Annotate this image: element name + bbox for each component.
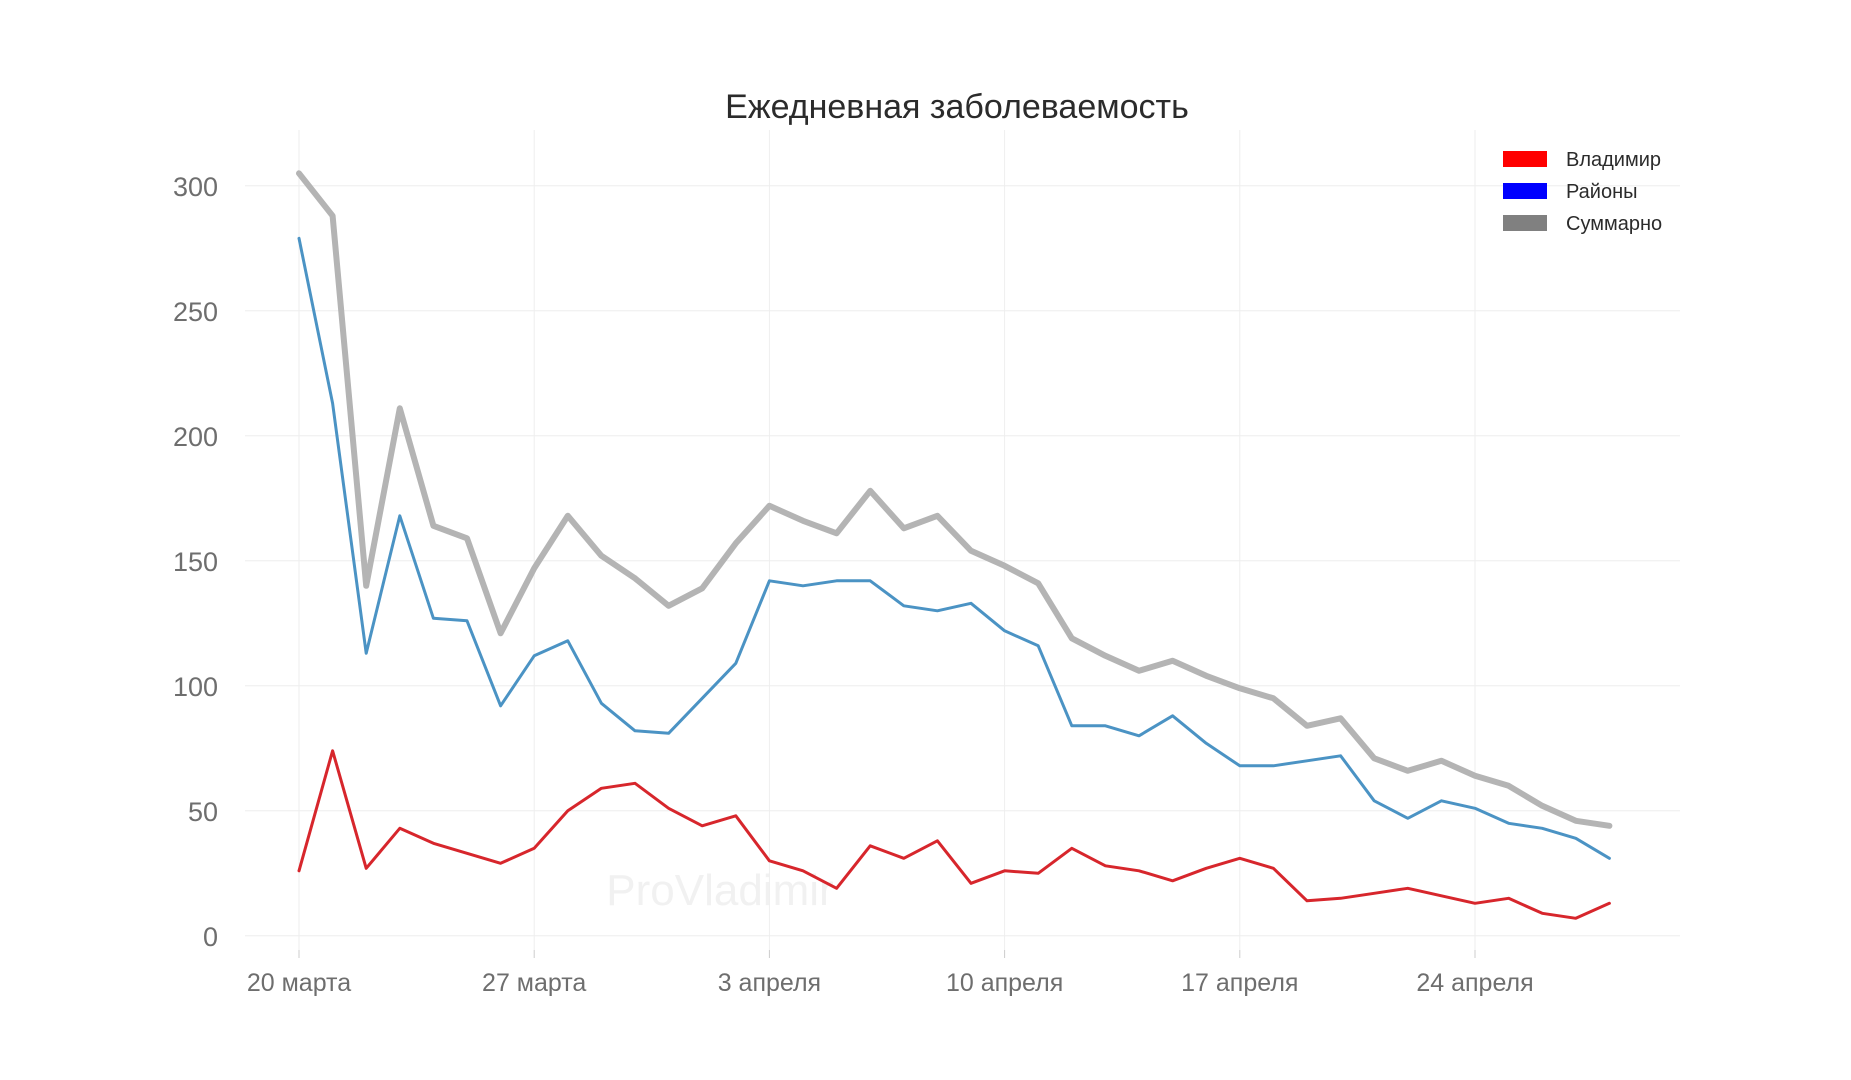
legend-item-vladimir: Владимир [1503, 149, 1661, 171]
series-lines [296, 170, 1613, 920]
x-tick-label: 27 марта [482, 969, 586, 997]
legend-swatch [1503, 183, 1547, 199]
series-line-rayony [297, 236, 1611, 860]
y-axis-ticks: 0 50 100 150 200 250 300 [173, 172, 218, 952]
x-tick-label: 10 апреля [946, 969, 1063, 997]
legend-label: Суммарно [1566, 213, 1662, 235]
y-tick-label: 200 [173, 422, 218, 452]
grid [245, 130, 1680, 950]
y-tick-label: 250 [173, 297, 218, 327]
y-tick-label: 50 [188, 797, 218, 827]
x-tick-label: 3 апреля [718, 969, 821, 997]
legend-item-summarno: Суммарно [1503, 213, 1662, 235]
x-axis-ticks: 20 марта 27 марта 3 апреля 10 апреля 17 апре… [247, 950, 1534, 997]
legend-swatch [1503, 215, 1547, 231]
legend-label: Районы [1566, 181, 1638, 203]
legend-label: Владимир [1566, 149, 1661, 171]
x-tick-label: 24 апреля [1416, 969, 1533, 997]
legend-swatch [1503, 151, 1547, 167]
chart-title: Ежедневная заболеваемость [725, 88, 1189, 126]
series-line-summarno [296, 170, 1613, 829]
legend-item-rayony: Районы [1503, 181, 1638, 203]
x-tick-label: 17 апреля [1181, 969, 1298, 997]
legend: Владимир Районы Суммарно [1503, 149, 1662, 235]
y-tick-label: 150 [173, 547, 218, 577]
x-tick-label: 20 марта [247, 969, 351, 997]
watermark: ProVladimir [606, 866, 833, 915]
y-tick-label: 300 [173, 172, 218, 202]
y-tick-label: 100 [173, 672, 218, 702]
y-tick-label: 0 [203, 922, 218, 952]
series-line-vladimir [297, 749, 1611, 920]
